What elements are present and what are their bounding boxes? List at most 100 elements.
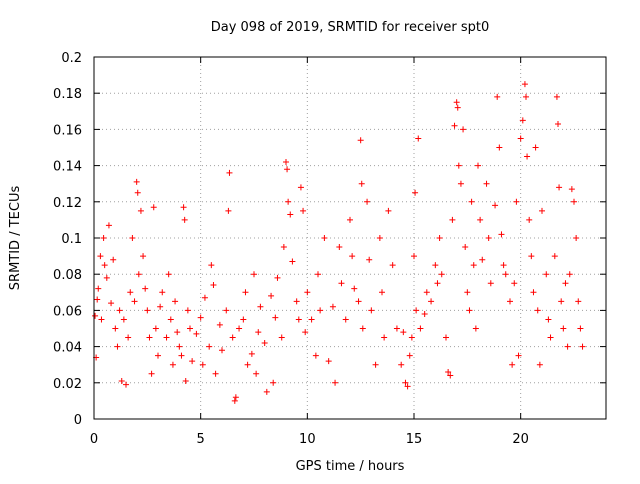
data-points	[92, 81, 586, 404]
data-point	[498, 231, 505, 238]
data-point	[304, 289, 311, 296]
data-point	[545, 316, 552, 323]
data-point	[523, 93, 529, 100]
data-point	[355, 298, 362, 305]
data-point	[521, 81, 528, 88]
y-tick-label: 0.02	[53, 377, 82, 392]
data-point	[270, 379, 277, 386]
data-point	[462, 244, 469, 251]
plot-frame	[93, 56, 607, 420]
data-point	[174, 329, 181, 336]
data-point	[500, 262, 507, 269]
data-point	[110, 256, 117, 263]
data-point	[372, 361, 379, 368]
data-point	[302, 329, 309, 336]
data-point	[293, 298, 300, 305]
y-tick-label: 0.04	[53, 341, 82, 356]
data-point	[507, 298, 513, 305]
data-point	[556, 184, 563, 191]
data-point	[479, 256, 486, 263]
data-point	[251, 271, 257, 278]
y-tick-label: 0	[74, 413, 82, 428]
data-point	[231, 397, 238, 404]
data-point	[393, 325, 400, 332]
data-point	[454, 104, 461, 111]
data-point	[255, 329, 262, 336]
data-point	[308, 316, 315, 323]
data-point	[519, 117, 526, 124]
data-point	[253, 370, 260, 377]
data-point	[103, 274, 110, 281]
data-point	[226, 169, 233, 176]
data-point	[134, 189, 141, 196]
data-point	[274, 274, 281, 281]
data-point	[159, 289, 166, 296]
data-point	[555, 120, 561, 127]
data-point	[342, 316, 349, 323]
data-point	[212, 370, 219, 377]
data-point	[125, 334, 132, 341]
data-point	[511, 280, 518, 287]
data-point	[112, 325, 119, 332]
data-point	[108, 300, 115, 307]
data-point	[560, 325, 567, 332]
data-point	[144, 307, 151, 314]
data-point	[438, 271, 445, 278]
data-point	[515, 352, 522, 359]
data-point	[539, 207, 545, 214]
data-point	[532, 144, 539, 151]
data-point	[411, 253, 417, 260]
data-point	[464, 289, 471, 296]
data-point	[472, 325, 479, 332]
data-point	[466, 307, 473, 314]
data-point	[389, 262, 396, 269]
data-point	[152, 325, 159, 332]
data-point	[178, 352, 185, 359]
data-point	[176, 343, 183, 350]
data-point	[140, 253, 147, 260]
data-point	[278, 334, 285, 341]
data-point	[137, 207, 144, 214]
data-point	[127, 289, 134, 296]
data-point	[460, 126, 467, 133]
data-point	[201, 294, 208, 301]
data-point	[417, 325, 424, 332]
data-point	[315, 271, 321, 278]
data-point	[517, 135, 524, 142]
data-point	[223, 307, 230, 314]
data-point	[95, 285, 102, 292]
data-point	[244, 361, 251, 368]
data-point	[357, 137, 364, 144]
data-point	[268, 292, 275, 299]
data-point	[129, 235, 136, 241]
data-point	[180, 204, 187, 211]
data-point	[261, 339, 268, 346]
y-tick-label: 0.14	[53, 160, 82, 175]
y-tick-label: 0.08	[53, 268, 82, 283]
data-point	[206, 343, 213, 350]
data-point	[295, 316, 302, 323]
data-point	[98, 316, 105, 323]
data-point	[133, 178, 140, 185]
data-point	[575, 298, 582, 305]
data-point	[524, 153, 531, 160]
data-point	[483, 180, 490, 187]
data-point	[379, 289, 385, 296]
data-point	[157, 303, 164, 310]
data-point	[289, 258, 296, 265]
data-point	[443, 334, 449, 341]
x-axis-label: GPS time / hours	[296, 459, 405, 474]
data-point	[415, 135, 422, 142]
data-point	[364, 198, 371, 205]
data-point	[263, 388, 270, 395]
data-point	[210, 282, 217, 289]
data-point	[376, 235, 383, 241]
data-point	[242, 289, 249, 296]
data-point	[240, 316, 247, 323]
data-point	[358, 180, 365, 187]
data-point	[577, 325, 584, 332]
data-point	[536, 361, 543, 368]
data-point	[534, 307, 541, 314]
data-point	[457, 180, 464, 187]
data-point	[325, 358, 332, 365]
